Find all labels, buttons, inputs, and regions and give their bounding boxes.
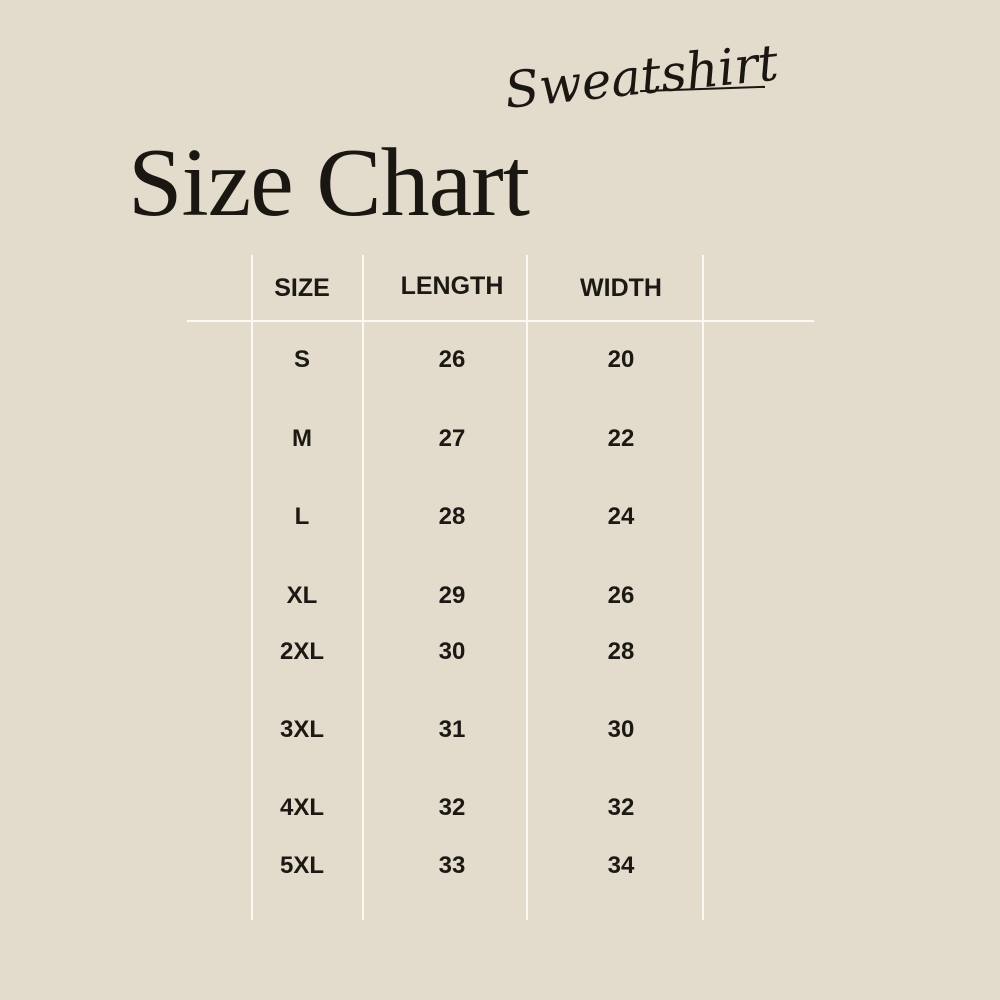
table-divider [362, 255, 364, 920]
cell-size: 3XL [279, 716, 324, 743]
header-size: SIZE [274, 274, 330, 302]
cell-width: 24 [607, 503, 635, 530]
cell-length: 31 [438, 716, 466, 743]
page-title: Size Chart [128, 129, 530, 237]
cell-size: 5XL [279, 852, 324, 879]
cell-width: 22 [607, 425, 635, 452]
table-divider [526, 255, 528, 920]
cell-width: 26 [607, 582, 635, 609]
header-divider [187, 320, 814, 322]
cell-length: 32 [438, 794, 466, 821]
cell-length: 27 [438, 425, 466, 452]
script-subtitle: Sweatshirt [501, 33, 781, 120]
cell-length: 29 [438, 582, 466, 609]
cell-length: 26 [438, 346, 466, 373]
cell-size: XL [286, 582, 318, 609]
cell-width: 30 [607, 716, 635, 743]
cell-length: 33 [438, 852, 466, 879]
cell-length: 28 [438, 503, 466, 530]
cell-size: 2XL [279, 638, 324, 665]
cell-width: 20 [607, 346, 635, 373]
header-width: WIDTH [580, 274, 662, 302]
cell-width: 34 [607, 852, 635, 879]
table-divider [251, 255, 253, 920]
table-divider [702, 255, 704, 920]
cell-width: 32 [607, 794, 635, 821]
cell-size: S [293, 346, 310, 373]
cell-size: 4XL [279, 794, 324, 821]
cell-length: 30 [438, 638, 466, 665]
cell-size: L [294, 503, 310, 530]
cell-size: M [292, 425, 312, 452]
cell-width: 28 [607, 638, 635, 665]
header-length: LENGTH [400, 272, 504, 300]
